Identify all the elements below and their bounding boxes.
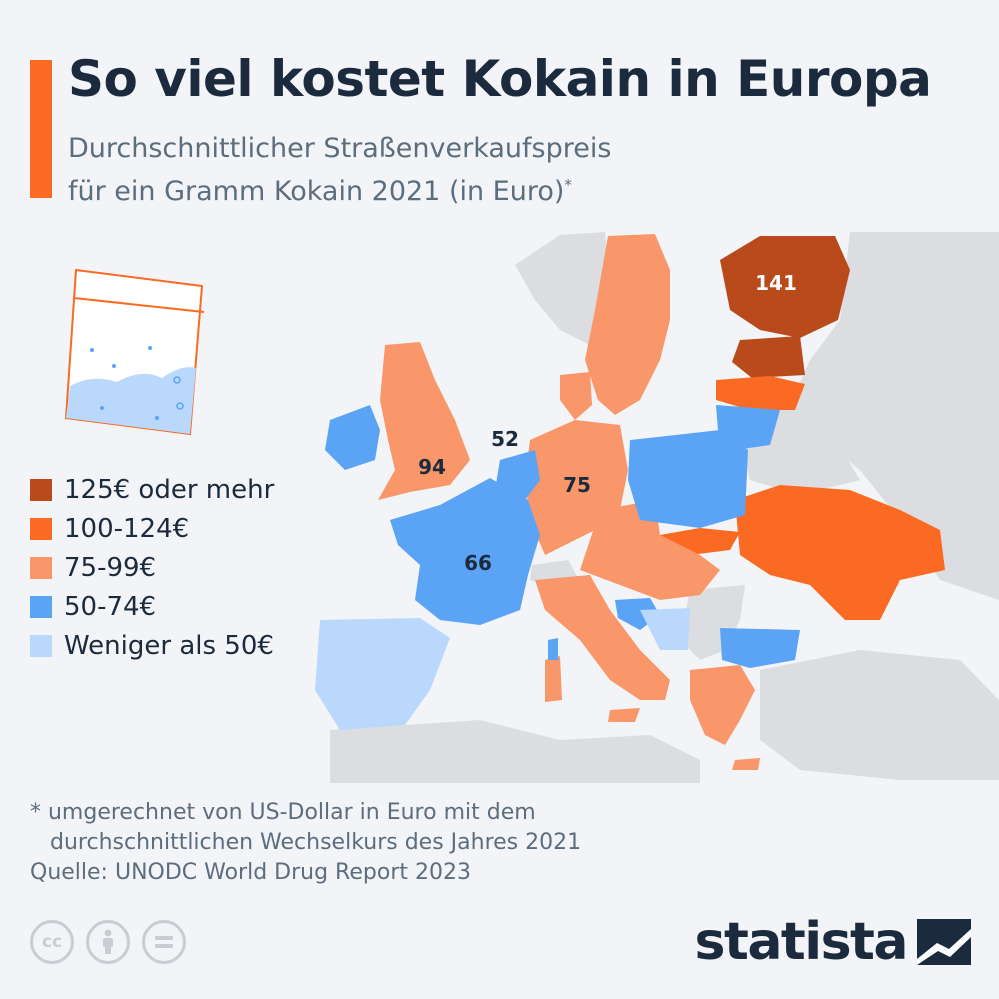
- ireland: [325, 405, 380, 470]
- legend-label: Weniger als 50€: [64, 630, 274, 661]
- label-netherlands: 52: [491, 427, 519, 451]
- by-icon[interactable]: [86, 920, 130, 964]
- north-africa-grey: [330, 720, 700, 783]
- legend-item: 100-124€: [30, 509, 274, 548]
- license-icons: cc: [30, 920, 186, 964]
- legend-item: 125€ oder mehr: [30, 470, 274, 509]
- label-germany: 75: [563, 473, 591, 497]
- legend-label: 75-99€: [64, 552, 157, 583]
- scandinavia-north-grey: [515, 232, 612, 345]
- page-title: So viel kostet Kokain in Europa: [68, 50, 932, 108]
- tier-under-50: [315, 608, 690, 730]
- bosnia-serbia: [640, 608, 690, 650]
- france: [390, 478, 540, 625]
- nd-icon[interactable]: [142, 920, 186, 964]
- subtitle-asterisk: *: [564, 176, 572, 194]
- source-line: Quelle: UNODC World Drug Report 2023: [30, 860, 471, 885]
- legend: 125€ oder mehr 100-124€ 75-99€ 50-74€ We…: [30, 470, 274, 665]
- legend-swatch: [30, 556, 52, 579]
- turkey-grey: [760, 650, 999, 780]
- tier-100-124: [660, 376, 945, 620]
- legend-item: 75-99€: [30, 548, 274, 587]
- cocaine-bag-illustration: [64, 268, 205, 436]
- legend-label: 50-74€: [64, 591, 157, 622]
- legend-swatch: [30, 517, 52, 540]
- ukraine: [735, 485, 945, 620]
- tier-75-99: [378, 234, 760, 770]
- cc-icon[interactable]: cc: [30, 920, 74, 964]
- russia-grey: [790, 232, 999, 600]
- subtitle-line-2: für ein Gramm Kokain 2021 (in Euro)*: [68, 167, 708, 210]
- statista-mark-icon: [917, 919, 971, 965]
- legend-label: 100-124€: [64, 513, 190, 544]
- greece: [690, 665, 755, 745]
- legend-swatch: [30, 478, 52, 501]
- statista-logo[interactable]: statista: [695, 912, 971, 972]
- legend-swatch: [30, 634, 52, 657]
- spain-portugal: [315, 618, 450, 730]
- belgium-netherlands: [495, 450, 540, 500]
- bulgaria: [720, 628, 800, 668]
- legend-swatch: [30, 595, 52, 618]
- austria-czech-hungary: [580, 500, 720, 600]
- tier-50-74: [325, 405, 800, 668]
- footnote-line-2: durchschnittlichen Wechselkurs des Jahre…: [50, 830, 582, 855]
- subtitle-line-2-text: für ein Gramm Kokain 2021 (in Euro): [68, 176, 565, 207]
- sardinia: [545, 656, 562, 702]
- denmark: [560, 372, 592, 420]
- subtitle-line-1: Durchschnittlicher Straßenverkaufspreis: [68, 133, 612, 164]
- legend-item: Weniger als 50€: [30, 626, 274, 665]
- sicily: [608, 708, 640, 722]
- label-uk: 94: [418, 455, 446, 479]
- estonia: [732, 336, 805, 378]
- page-subtitle: Durchschnittlicher Straßenverkaufspreis …: [68, 130, 708, 210]
- label-france: 66: [464, 551, 492, 575]
- footnote: * umgerechnet von US-Dollar in Euro mit …: [30, 798, 581, 888]
- poland: [628, 430, 748, 528]
- europe-map: 141 94 52 75 66: [300, 228, 999, 783]
- legend-item: 50-74€: [30, 587, 274, 626]
- accent-bar: [30, 60, 52, 198]
- italy: [535, 575, 670, 700]
- finland: [720, 236, 850, 338]
- lithuania: [716, 405, 780, 450]
- legend-label: 125€ oder mehr: [64, 474, 275, 505]
- cyprus: [732, 758, 760, 770]
- label-finland: 141: [755, 271, 797, 295]
- logo-text: statista: [694, 912, 909, 972]
- latvia: [716, 376, 805, 410]
- uk: [378, 342, 470, 500]
- corsica: [548, 638, 558, 660]
- tier-125-plus: [720, 236, 850, 378]
- background-land: [330, 232, 999, 783]
- footnote-line-1: * umgerechnet von US-Dollar in Euro mit …: [30, 800, 536, 825]
- norway-sweden: [585, 234, 670, 415]
